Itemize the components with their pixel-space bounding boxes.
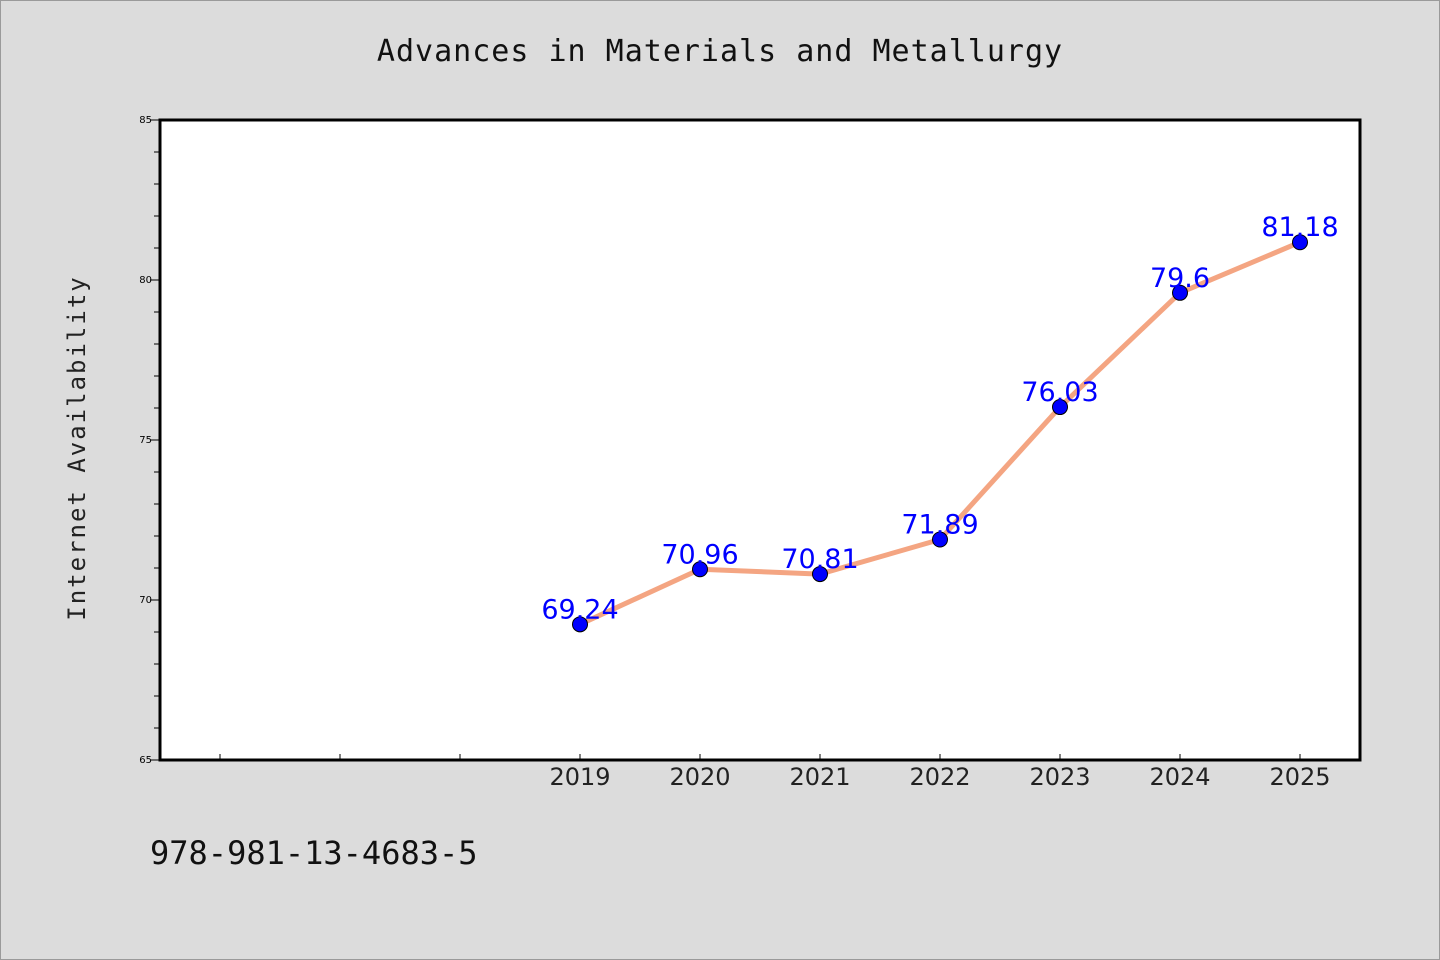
x-tick-label: 2021 <box>789 763 850 791</box>
data-label: 70.81 <box>781 544 858 575</box>
data-point <box>932 531 948 548</box>
y-tick-label: 65 <box>139 755 152 766</box>
x-tick-label: 2024 <box>1149 763 1210 791</box>
plot-area <box>158 118 1362 762</box>
y-tick-label: 70 <box>139 595 152 606</box>
data-point <box>1052 399 1068 416</box>
x-tick-label: 2020 <box>669 763 730 791</box>
x-tick-label: 2025 <box>1269 763 1330 791</box>
data-point <box>572 616 588 633</box>
x-tick-label: 2019 <box>549 763 610 791</box>
isbn-text: 978-981-13-4683-5 <box>150 834 478 872</box>
data-label: 70.96 <box>661 539 738 570</box>
data-label: 69.24 <box>541 594 618 625</box>
data-label: 81.18 <box>1261 212 1338 243</box>
data-point <box>812 566 828 583</box>
data-point <box>692 561 708 578</box>
y-tick-label: 80 <box>139 275 152 286</box>
data-label: 76.03 <box>1021 377 1098 408</box>
x-tick-label: 2023 <box>1029 763 1090 791</box>
x-tick-label: 2022 <box>909 763 970 791</box>
data-label: 79.6 <box>1150 263 1210 294</box>
data-point <box>1292 234 1308 251</box>
data-label: 71.89 <box>901 510 978 541</box>
chart-title: Advances in Materials and Metallurgy <box>376 34 1064 69</box>
data-point <box>1172 284 1188 301</box>
y-tick-label: 75 <box>139 435 152 446</box>
y-tick-label: 85 <box>139 115 152 126</box>
